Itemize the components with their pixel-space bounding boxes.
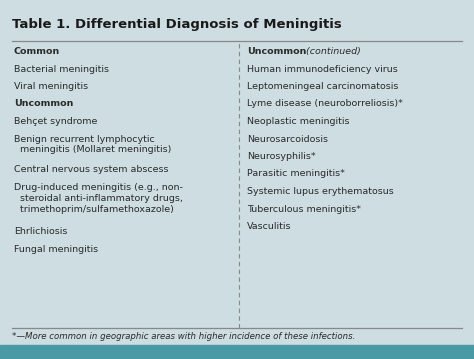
Text: Bacterial meningitis: Bacterial meningitis [14, 65, 109, 74]
Text: Tuberculous meningitis*: Tuberculous meningitis* [247, 205, 361, 214]
Text: Lyme disease (neuroborreliosis)*: Lyme disease (neuroborreliosis)* [247, 99, 403, 108]
Text: Systemic lupus erythematosus: Systemic lupus erythematosus [247, 187, 394, 196]
Text: Drug-induced meningitis (e.g., non-
  steroidal anti-inflammatory drugs,
  trime: Drug-induced meningitis (e.g., non- ster… [14, 183, 183, 214]
Bar [0, 345, 474, 359]
Text: Common: Common [14, 47, 60, 56]
Text: Uncommon: Uncommon [247, 47, 307, 56]
Text: Neurosarcoidosis: Neurosarcoidosis [247, 135, 328, 144]
Text: Table 1. Differential Diagnosis of Meningitis: Table 1. Differential Diagnosis of Menin… [12, 18, 342, 31]
Text: Leptomeningeal carcinomatosis: Leptomeningeal carcinomatosis [247, 82, 399, 91]
Text: Benign recurrent lymphocytic
  meningitis (Mollaret meningitis): Benign recurrent lymphocytic meningitis … [14, 135, 172, 154]
Text: Viral meningitis: Viral meningitis [14, 82, 88, 91]
Text: Ehrlichiosis: Ehrlichiosis [14, 228, 67, 237]
Text: Uncommon: Uncommon [14, 99, 73, 108]
Text: Parasitic meningitis*: Parasitic meningitis* [247, 169, 345, 178]
Text: Neurosyphilis*: Neurosyphilis* [247, 152, 316, 161]
Text: Behçet syndrome: Behçet syndrome [14, 117, 97, 126]
Text: (continued): (continued) [303, 47, 361, 56]
Text: Vasculitis: Vasculitis [247, 222, 292, 231]
Text: Fungal meningitis: Fungal meningitis [14, 245, 98, 254]
Text: Human immunodeficiency virus: Human immunodeficiency virus [247, 65, 398, 74]
Text: Central nervous system abscess: Central nervous system abscess [14, 165, 168, 174]
Text: Neoplastic meningitis: Neoplastic meningitis [247, 117, 350, 126]
Text: *—More common in geographic areas with higher incidence of these infections.: *—More common in geographic areas with h… [12, 332, 356, 341]
